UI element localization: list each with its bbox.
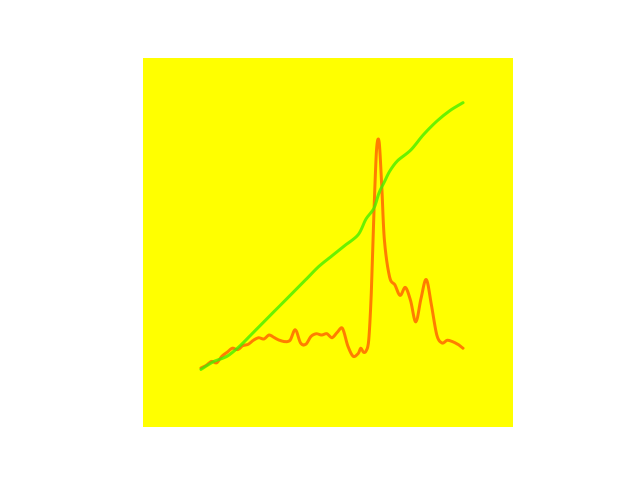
series-line-1 [199, 137, 465, 370]
series-line-2 [199, 101, 465, 371]
plot-area [143, 58, 513, 427]
series-layer [199, 101, 465, 371]
